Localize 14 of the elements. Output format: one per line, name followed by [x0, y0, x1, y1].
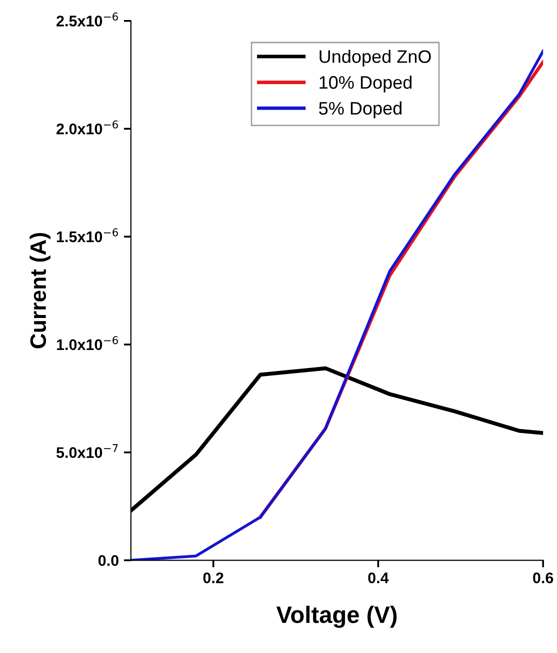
legend-label: 5% Doped: [319, 101, 402, 118]
y-tick-label: 2.0x10$^{−6}$: [56, 120, 118, 134]
x-tick-label: 0.4: [368, 572, 389, 584]
y-tick-label: 2.5x10$^{−6}$: [56, 12, 118, 26]
y-tick-label: 1.5x10$^{−6}$: [56, 228, 118, 242]
legend-label: Undoped ZnO: [320, 50, 431, 67]
y-axis-title: Current (A): [30, 233, 50, 348]
x-tick-label: 0.2: [203, 572, 224, 584]
x-tick-label: 0.6: [533, 572, 554, 584]
y-tick-label: 5.0x10$^{−7}$: [56, 444, 118, 458]
x-axis-title: Voltage (V): [276, 606, 397, 628]
y-tick-label: 0.0: [98, 555, 118, 566]
legend-label: 10% Doped: [320, 76, 412, 92]
y-tick-label: 1.0x10$^{−6}$: [56, 336, 118, 350]
